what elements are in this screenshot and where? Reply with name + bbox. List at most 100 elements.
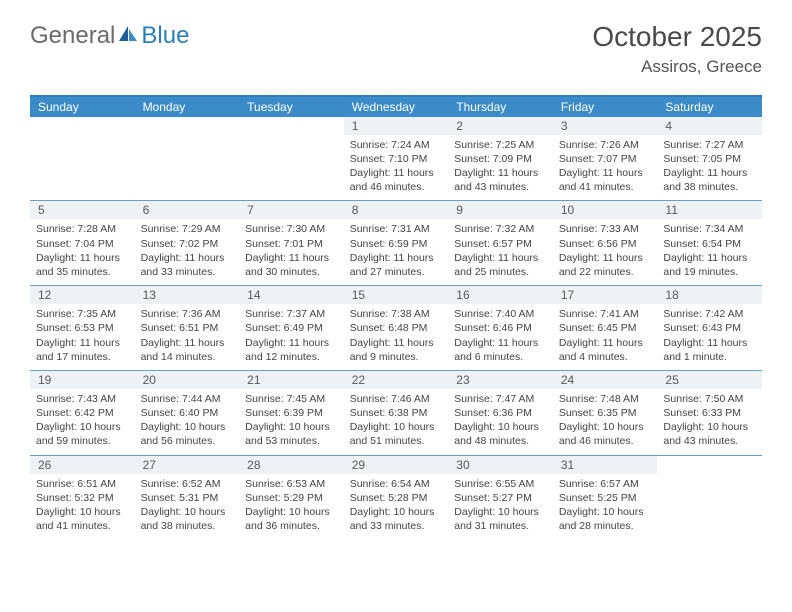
dow-cell: Saturday: [657, 97, 762, 117]
sunrise-line: Sunrise: 7:46 AM: [350, 392, 443, 406]
sunrise-line: Sunrise: 6:52 AM: [141, 477, 234, 491]
sunrise-line: Sunrise: 7:26 AM: [559, 138, 652, 152]
day-number: 28: [239, 456, 344, 474]
sunrise-line: Sunrise: 7:29 AM: [141, 222, 234, 236]
day-number: 14: [239, 286, 344, 304]
sunset-line: Sunset: 6:48 PM: [350, 321, 443, 335]
day-number: 1: [344, 117, 449, 135]
daylight-line: Daylight: 11 hours and 30 minutes.: [245, 251, 338, 279]
day-number: 30: [448, 456, 553, 474]
sunset-line: Sunset: 6:51 PM: [141, 321, 234, 335]
daylight-line: Daylight: 11 hours and 46 minutes.: [350, 166, 443, 194]
sunrise-line: Sunrise: 7:34 AM: [663, 222, 756, 236]
sunset-line: Sunset: 6:42 PM: [36, 406, 129, 420]
sunrise-line: Sunrise: 7:42 AM: [663, 307, 756, 321]
day-number: 8: [344, 201, 449, 219]
week-row: 12Sunrise: 7:35 AMSunset: 6:53 PMDayligh…: [30, 286, 762, 371]
day-number: 7: [239, 201, 344, 219]
logo-sail-icon: [117, 24, 139, 49]
sunrise-line: Sunrise: 6:54 AM: [350, 477, 443, 491]
sunrise-line: Sunrise: 7:48 AM: [559, 392, 652, 406]
day-number: 5: [30, 201, 135, 219]
sunset-line: Sunset: 6:57 PM: [454, 237, 547, 251]
day-number: 17: [553, 286, 658, 304]
day-number: 10: [553, 201, 658, 219]
brand-logo: General Blue: [30, 22, 189, 50]
sunrise-line: Sunrise: 7:43 AM: [36, 392, 129, 406]
day-number: 26: [30, 456, 135, 474]
daylight-line: Daylight: 10 hours and 46 minutes.: [559, 420, 652, 448]
sunrise-line: Sunrise: 7:31 AM: [350, 222, 443, 236]
daylight-line: Daylight: 11 hours and 33 minutes.: [141, 251, 234, 279]
sunrise-line: Sunrise: 7:44 AM: [141, 392, 234, 406]
sunset-line: Sunset: 6:36 PM: [454, 406, 547, 420]
sunrise-line: Sunrise: 6:51 AM: [36, 477, 129, 491]
daylight-line: Daylight: 10 hours and 56 minutes.: [141, 420, 234, 448]
month-title: October 2025: [592, 22, 762, 53]
sunrise-line: Sunrise: 7:27 AM: [663, 138, 756, 152]
sunrise-line: Sunrise: 7:36 AM: [141, 307, 234, 321]
sunrise-line: Sunrise: 7:40 AM: [454, 307, 547, 321]
weeks-container: 1Sunrise: 7:24 AMSunset: 7:10 PMDaylight…: [30, 117, 762, 539]
day-cell: 28Sunrise: 6:53 AMSunset: 5:29 PMDayligh…: [239, 456, 344, 540]
daylight-line: Daylight: 11 hours and 25 minutes.: [454, 251, 547, 279]
daylight-line: Daylight: 10 hours and 36 minutes.: [245, 505, 338, 533]
sunrise-line: Sunrise: 7:38 AM: [350, 307, 443, 321]
sunrise-line: Sunrise: 6:57 AM: [559, 477, 652, 491]
day-number: 9: [448, 201, 553, 219]
sunrise-line: Sunrise: 7:41 AM: [559, 307, 652, 321]
daylight-line: Daylight: 10 hours and 33 minutes.: [350, 505, 443, 533]
daylight-line: Daylight: 11 hours and 43 minutes.: [454, 166, 547, 194]
sunrise-line: Sunrise: 6:55 AM: [454, 477, 547, 491]
day-number: 13: [135, 286, 240, 304]
day-cell: 23Sunrise: 7:47 AMSunset: 6:36 PMDayligh…: [448, 371, 553, 455]
sunset-line: Sunset: 6:39 PM: [245, 406, 338, 420]
header: General Blue October 2025 Assiros, Greec…: [30, 22, 762, 77]
sunset-line: Sunset: 6:38 PM: [350, 406, 443, 420]
sunset-line: Sunset: 7:09 PM: [454, 152, 547, 166]
daylight-line: Daylight: 10 hours and 28 minutes.: [559, 505, 652, 533]
day-number: 11: [657, 201, 762, 219]
sunset-line: Sunset: 5:29 PM: [245, 491, 338, 505]
sunset-line: Sunset: 5:31 PM: [141, 491, 234, 505]
sunset-line: Sunset: 6:45 PM: [559, 321, 652, 335]
sunset-line: Sunset: 6:35 PM: [559, 406, 652, 420]
day-cell: 13Sunrise: 7:36 AMSunset: 6:51 PMDayligh…: [135, 286, 240, 370]
day-cell: 1Sunrise: 7:24 AMSunset: 7:10 PMDaylight…: [344, 117, 449, 201]
day-cell: [135, 117, 240, 201]
day-number: 23: [448, 371, 553, 389]
sunrise-line: Sunrise: 7:50 AM: [663, 392, 756, 406]
day-cell: 6Sunrise: 7:29 AMSunset: 7:02 PMDaylight…: [135, 201, 240, 285]
day-cell: 22Sunrise: 7:46 AMSunset: 6:38 PMDayligh…: [344, 371, 449, 455]
logo-text-blue: Blue: [141, 22, 189, 50]
day-number: 31: [553, 456, 658, 474]
day-cell: 5Sunrise: 7:28 AMSunset: 7:04 PMDaylight…: [30, 201, 135, 285]
dow-cell: Monday: [135, 97, 240, 117]
daylight-line: Daylight: 10 hours and 48 minutes.: [454, 420, 547, 448]
daylight-line: Daylight: 11 hours and 1 minute.: [663, 336, 756, 364]
day-cell: [657, 456, 762, 540]
daylight-line: Daylight: 10 hours and 38 minutes.: [141, 505, 234, 533]
week-row: 1Sunrise: 7:24 AMSunset: 7:10 PMDaylight…: [30, 117, 762, 202]
sunset-line: Sunset: 6:40 PM: [141, 406, 234, 420]
day-number: 15: [344, 286, 449, 304]
day-cell: 10Sunrise: 7:33 AMSunset: 6:56 PMDayligh…: [553, 201, 658, 285]
day-number: 24: [553, 371, 658, 389]
dow-cell: Friday: [553, 97, 658, 117]
sunrise-line: Sunrise: 7:32 AM: [454, 222, 547, 236]
sunset-line: Sunset: 5:27 PM: [454, 491, 547, 505]
day-cell: [239, 117, 344, 201]
day-number: 27: [135, 456, 240, 474]
sunset-line: Sunset: 5:32 PM: [36, 491, 129, 505]
daylight-line: Daylight: 10 hours and 53 minutes.: [245, 420, 338, 448]
day-number: 22: [344, 371, 449, 389]
day-cell: 30Sunrise: 6:55 AMSunset: 5:27 PMDayligh…: [448, 456, 553, 540]
sunset-line: Sunset: 6:54 PM: [663, 237, 756, 251]
daylight-line: Daylight: 11 hours and 35 minutes.: [36, 251, 129, 279]
day-cell: 21Sunrise: 7:45 AMSunset: 6:39 PMDayligh…: [239, 371, 344, 455]
day-cell: 29Sunrise: 6:54 AMSunset: 5:28 PMDayligh…: [344, 456, 449, 540]
sunset-line: Sunset: 7:10 PM: [350, 152, 443, 166]
day-cell: 19Sunrise: 7:43 AMSunset: 6:42 PMDayligh…: [30, 371, 135, 455]
day-number: 6: [135, 201, 240, 219]
day-cell: 31Sunrise: 6:57 AMSunset: 5:25 PMDayligh…: [553, 456, 658, 540]
